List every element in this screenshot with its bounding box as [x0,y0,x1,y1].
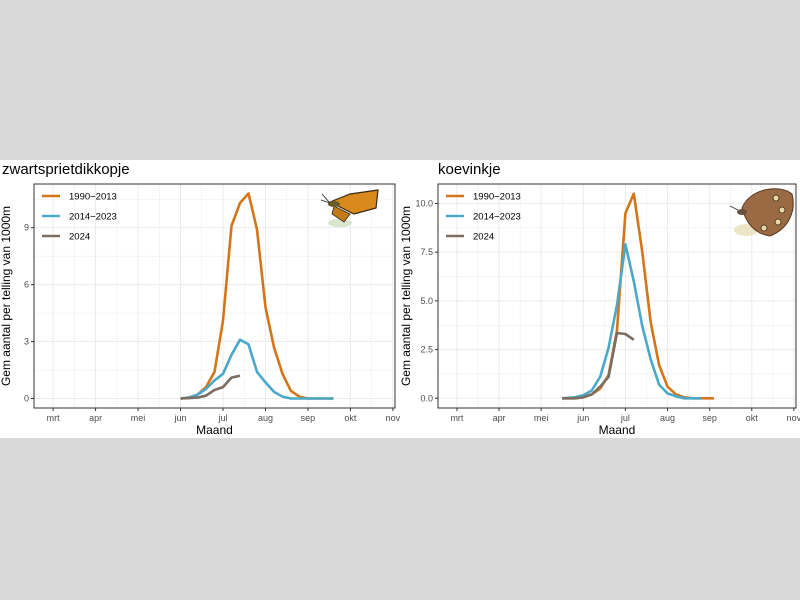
legend-label: 1990−2013 [473,192,521,203]
legend-label: 2024 [69,232,90,243]
y-tick-label: 3 [24,337,29,347]
y-tick-label: 5.0 [420,296,433,306]
x-tick-label: apr [89,413,102,423]
eyespot-shape [774,218,782,226]
chart-panel-zwartsprietdikkopje: zwartsprietdikkopje mrt apr mei jun jul aug se… [0,160,400,438]
butterfly-ringlet-image [729,188,794,237]
x-axis-title: Maand [196,423,233,437]
series-line [562,331,635,400]
antenna-line [729,205,739,211]
wing-shape [328,189,379,215]
eyespot-shape [772,194,780,202]
grid [438,184,796,408]
y-tick-label: 7.5 [420,247,433,257]
eyespot-shape [760,224,768,232]
series-line [180,338,334,400]
x-tick-label: sep [702,413,717,423]
panel-border [437,183,797,409]
series-line [180,374,241,400]
x-tick-label: mei [131,413,146,423]
x-tick-label: sep [301,413,316,423]
chart-band: zwartsprietdikkopje mrt apr mei jun jul aug se… [0,160,800,438]
x-tick-label: mrt [47,413,60,423]
legend-label: 2014−2023 [473,212,521,223]
y-tick-label: 2.5 [420,345,433,355]
y-tick-label: 10.0 [415,198,433,208]
x-tick-label: mrt [450,413,463,423]
flower-shape [328,219,352,227]
x-tick-label: okt [746,413,759,423]
x-tick-label: nov [386,413,400,423]
x-tick-label: jun [174,413,187,423]
x-tick-label: jun [576,413,589,423]
x-tick-label: jul [217,413,227,423]
y-axis-title: Gem aantal per telling van 1000m [0,206,13,386]
legend: 1990−2013 2014−2023 2024 [42,192,117,243]
y-tick-label: 9 [24,223,29,233]
x-tick-label: aug [258,413,273,423]
y-tick-label: 0.0 [420,393,433,403]
x-tick-label: nov [787,413,800,423]
legend-label: 2024 [473,232,494,243]
legend-label: 2014−2023 [69,212,117,223]
y-tick-label: 0 [24,394,29,404]
chart-panel-koevinkje: koevinkje mrt apr mei jun jul aug sep okt nov 0.0… [400,160,800,438]
body-shape [737,209,747,215]
chart-title: zwartsprietdikkopje [2,161,130,178]
chart-svg: mrt apr mei jun jul aug sep okt nov 0.0 2.5 5.0 7.5 1… [400,183,800,437]
x-tick-label: jul [620,413,630,423]
legend-label: 1990−2013 [69,192,117,203]
wing-shape [331,205,351,223]
x-tick-label: okt [344,413,357,423]
antenna-line [320,199,331,204]
x-tick-label: mei [534,413,549,423]
chart-title: koevinkje [438,161,501,178]
x-tick-label: aug [660,413,675,423]
y-axis-title: Gem aantal per telling van 1000m [400,206,413,386]
x-tick-label: apr [493,413,506,423]
butterfly-skipper-image [320,189,379,227]
chart-svg: mrt apr mei jun jul aug sep okt nov 0 3 6 9 Maand Gem … [0,183,400,437]
y-tick-label: 6 [24,280,29,290]
x-axis-title: Maand [599,423,636,437]
antenna-line [321,193,330,203]
legend: 1990−2013 2014−2023 2024 [446,192,521,243]
eyespot-shape [778,206,786,214]
body-shape [328,201,340,207]
panel-border [33,183,396,409]
series-line [562,243,702,400]
